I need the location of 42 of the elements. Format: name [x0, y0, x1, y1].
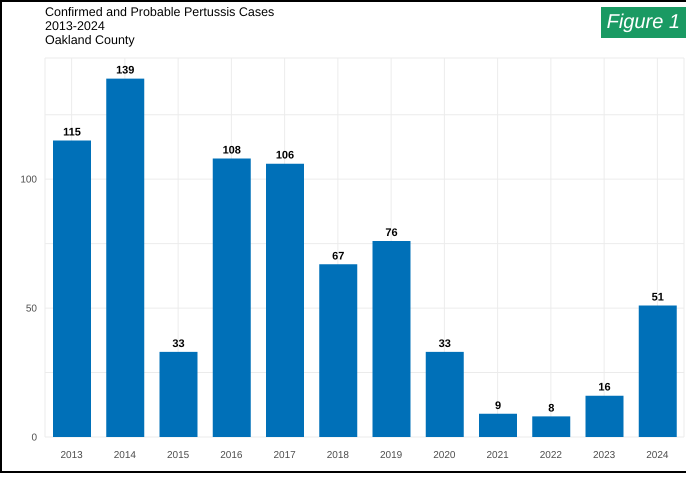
data-label: 33	[438, 338, 451, 350]
bar	[266, 164, 304, 437]
x-tick-label: 2021	[486, 450, 510, 462]
data-label: 76	[385, 227, 398, 240]
bar	[638, 306, 677, 437]
x-tick-label: 2017	[274, 450, 296, 462]
y-tick-label: 50	[26, 304, 38, 315]
bar	[479, 414, 517, 437]
x-tick-label: 2024	[646, 450, 669, 462]
data-label: 115	[63, 126, 81, 139]
x-tick-label: 2014	[114, 450, 136, 462]
x-tick-label: 2013	[60, 450, 84, 462]
chart-title: Confirmed and Probable Pertussis Cases	[45, 5, 274, 19]
bar	[160, 352, 198, 437]
x-tick-label: 2016	[220, 450, 243, 462]
caption: Figure 1	[600, 7, 686, 38]
x-tick-label: 2022	[540, 450, 562, 462]
bar	[106, 78, 144, 437]
bar	[426, 352, 464, 437]
bar	[53, 140, 91, 437]
bar	[532, 416, 570, 437]
data-label: 67	[332, 250, 344, 262]
data-label: 139	[116, 64, 134, 77]
data-label: 51	[652, 292, 664, 304]
x-tick-label: 2015	[167, 450, 190, 462]
data-label: 16	[598, 382, 611, 394]
x-tick-label: 2020	[433, 450, 456, 462]
data-label: 108	[222, 144, 241, 157]
x-tick-label: 2018	[326, 450, 350, 462]
x-tick-label: 2019	[380, 450, 403, 462]
data-label: 9	[494, 400, 502, 412]
data-label: 106	[276, 150, 294, 162]
bar	[212, 158, 251, 437]
x-tick-label: 2023	[593, 450, 616, 462]
data-label: 8	[548, 402, 554, 414]
y-tick-label: 0	[31, 432, 38, 444]
y-tick-label: 100	[20, 174, 38, 186]
bar	[319, 264, 358, 437]
chart-subtitle: 2013-2024 Oakland County	[45, 19, 136, 47]
bar	[372, 241, 410, 437]
bar	[586, 396, 624, 437]
data-label: 33	[172, 338, 185, 350]
